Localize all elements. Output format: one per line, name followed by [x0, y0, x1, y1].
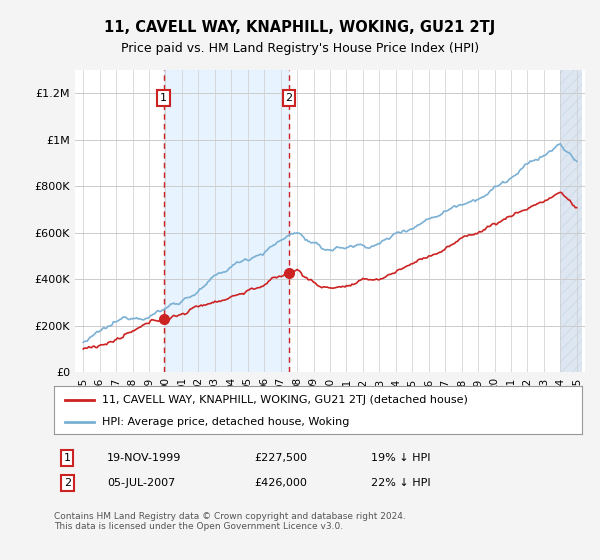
Text: £227,500: £227,500	[254, 453, 308, 463]
Text: 1: 1	[64, 453, 71, 463]
Text: Contains HM Land Registry data © Crown copyright and database right 2024.
This d: Contains HM Land Registry data © Crown c…	[54, 512, 406, 531]
Text: 2: 2	[64, 478, 71, 488]
Text: HPI: Average price, detached house, Woking: HPI: Average price, detached house, Woki…	[101, 417, 349, 427]
Bar	[560, 70, 582, 372]
Text: 22% ↓ HPI: 22% ↓ HPI	[371, 478, 430, 488]
Text: 19-NOV-1999: 19-NOV-1999	[107, 453, 181, 463]
Text: 05-JUL-2007: 05-JUL-2007	[107, 478, 175, 488]
Text: 11, CAVELL WAY, KNAPHILL, WOKING, GU21 2TJ: 11, CAVELL WAY, KNAPHILL, WOKING, GU21 2…	[104, 20, 496, 35]
Text: 11, CAVELL WAY, KNAPHILL, WOKING, GU21 2TJ (detached house): 11, CAVELL WAY, KNAPHILL, WOKING, GU21 2…	[101, 395, 467, 405]
Bar	[164, 70, 289, 372]
Text: 2: 2	[286, 93, 292, 103]
Text: Price paid vs. HM Land Registry's House Price Index (HPI): Price paid vs. HM Land Registry's House …	[121, 42, 479, 55]
Text: £426,000: £426,000	[254, 478, 308, 488]
Text: 1: 1	[160, 93, 167, 103]
Text: 19% ↓ HPI: 19% ↓ HPI	[371, 453, 430, 463]
